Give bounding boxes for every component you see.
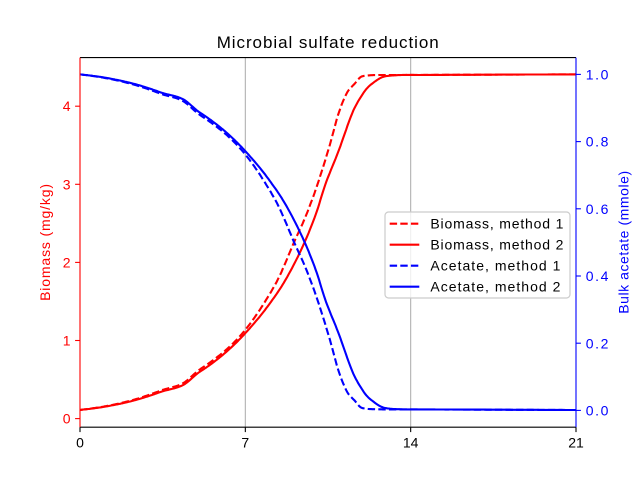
svg-text:Biomass, method 1: Biomass, method 1: [430, 216, 563, 232]
svg-text:1.0: 1.0: [586, 67, 609, 83]
svg-text:Biomass, method 2: Biomass, method 2: [430, 237, 563, 253]
svg-text:0.0: 0.0: [586, 403, 609, 419]
svg-text:Acetate, method 2: Acetate, method 2: [430, 279, 560, 295]
svg-text:3: 3: [63, 176, 71, 192]
svg-text:Biomass (mg/kg): Biomass (mg/kg): [37, 184, 53, 301]
svg-text:14: 14: [403, 435, 419, 451]
svg-text:Microbial sulfate reduction: Microbial sulfate reduction: [217, 33, 439, 52]
svg-text:Acetate, method 1: Acetate, method 1: [430, 258, 560, 274]
svg-text:0: 0: [76, 435, 84, 451]
svg-text:1: 1: [63, 333, 71, 349]
svg-text:2: 2: [63, 254, 71, 270]
svg-text:4: 4: [63, 98, 71, 114]
svg-text:0.4: 0.4: [586, 268, 609, 284]
svg-text:Bulk acetate (mmole): Bulk acetate (mmole): [615, 171, 631, 314]
svg-text:0.6: 0.6: [586, 201, 609, 217]
svg-text:0: 0: [63, 411, 71, 427]
svg-text:21: 21: [568, 435, 584, 451]
svg-text:0.8: 0.8: [586, 134, 609, 150]
svg-text:7: 7: [241, 435, 249, 451]
svg-text:0.2: 0.2: [586, 335, 609, 351]
